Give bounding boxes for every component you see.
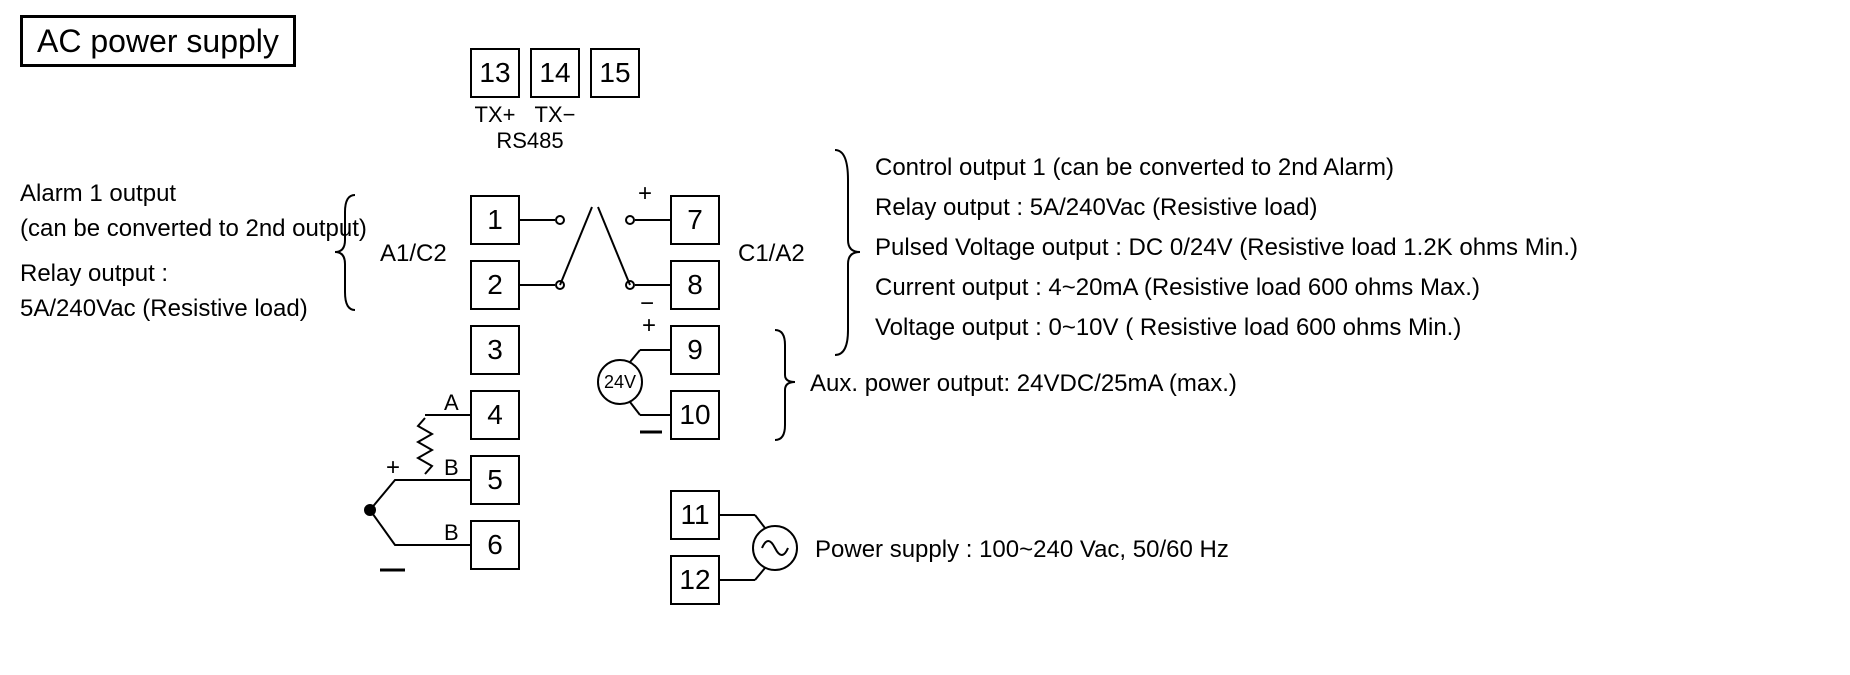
alarm-line4: 5A/240Vac (Resistive load) bbox=[20, 293, 308, 325]
alarm-line2: (can be converted to 2nd output) bbox=[20, 213, 367, 245]
page-title: AC power supply bbox=[20, 15, 296, 67]
aux-power-text: Aux. power output: 24VDC/25mA (max.) bbox=[810, 368, 1237, 400]
label-plus-9: + bbox=[642, 310, 656, 342]
label-rtd-b2: B bbox=[444, 518, 459, 548]
alarm-line1: Alarm 1 output bbox=[20, 178, 176, 210]
terminal-10: 10 bbox=[670, 390, 720, 440]
terminal-13: 13 bbox=[470, 48, 520, 98]
terminal-4: 4 bbox=[470, 390, 520, 440]
label-24v: 24V bbox=[598, 370, 642, 394]
alarm-line3: Relay output : bbox=[20, 258, 168, 290]
label-a1c2: A1/C2 bbox=[380, 238, 447, 270]
terminal-2: 2 bbox=[470, 260, 520, 310]
terminal-9: 9 bbox=[670, 325, 720, 375]
control-line2: Relay output : 5A/240Vac (Resistive load… bbox=[875, 192, 1317, 224]
label-rs485: RS485 bbox=[490, 126, 570, 156]
label-plus-7: + bbox=[638, 178, 652, 210]
label-tc-plus: + bbox=[386, 452, 400, 484]
label-c1a2: C1/A2 bbox=[738, 238, 805, 270]
control-line5: Voltage output : 0~10V ( Resistive load … bbox=[875, 312, 1461, 344]
terminal-8: 8 bbox=[670, 260, 720, 310]
terminal-6: 6 bbox=[470, 520, 520, 570]
control-line1: Control output 1 (can be converted to 2n… bbox=[875, 152, 1394, 184]
terminal-5: 5 bbox=[470, 455, 520, 505]
terminal-15: 15 bbox=[590, 48, 640, 98]
terminal-14: 14 bbox=[530, 48, 580, 98]
label-rtd-b1: B bbox=[444, 453, 459, 483]
control-line3: Pulsed Voltage output : DC 0/24V (Resist… bbox=[875, 232, 1578, 264]
terminal-7: 7 bbox=[670, 195, 720, 245]
terminal-1: 1 bbox=[470, 195, 520, 245]
terminal-3: 3 bbox=[470, 325, 520, 375]
power-supply-text: Power supply : 100~240 Vac, 50/60 Hz bbox=[815, 534, 1229, 566]
terminal-12: 12 bbox=[670, 555, 720, 605]
control-line4: Current output : 4~20mA (Resistive load … bbox=[875, 272, 1480, 304]
label-rtd-a: A bbox=[444, 388, 459, 418]
terminal-11: 11 bbox=[670, 490, 720, 540]
